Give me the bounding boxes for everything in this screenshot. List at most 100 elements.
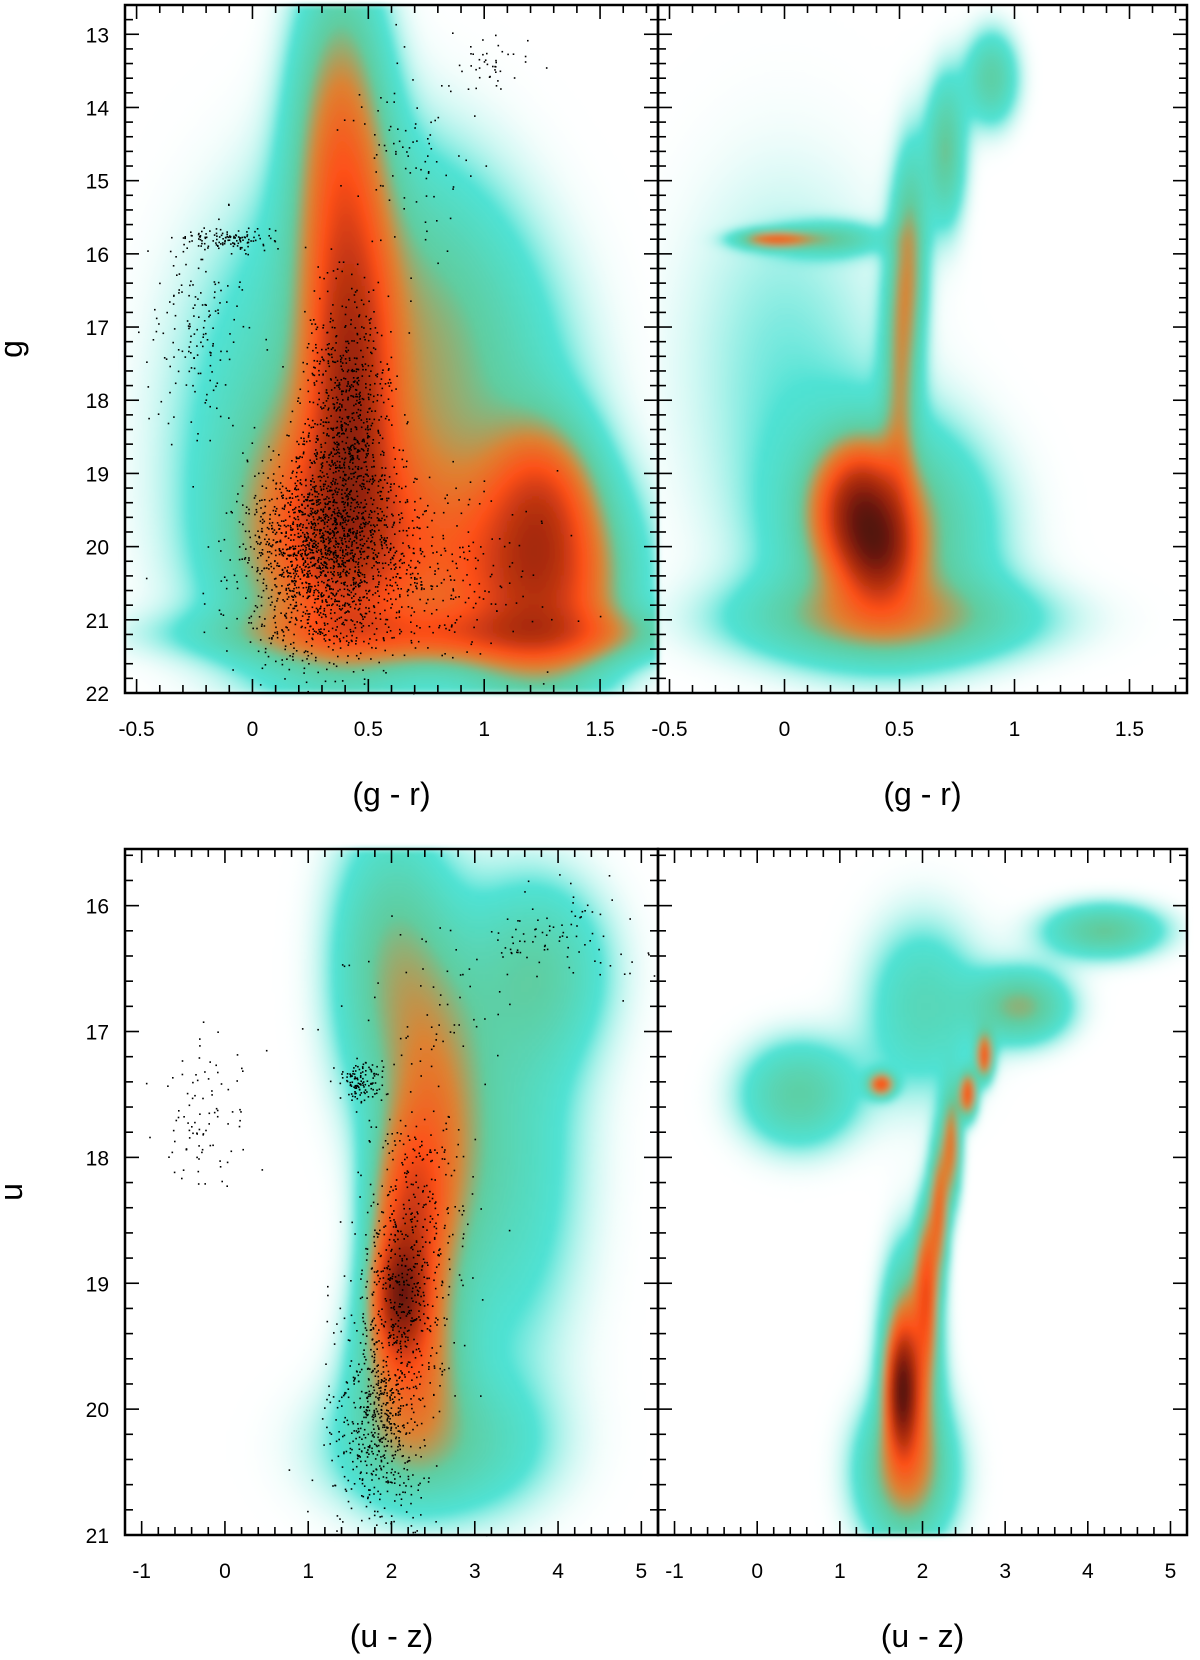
star-point — [349, 1447, 352, 1450]
star-point — [379, 1438, 382, 1441]
star-point — [403, 1254, 406, 1257]
star-point — [395, 1427, 397, 1429]
star-point — [239, 1119, 241, 1122]
star-point — [323, 277, 325, 280]
star-point — [452, 460, 454, 463]
star-point — [353, 340, 355, 342]
star-point — [402, 1143, 405, 1146]
star-point — [347, 520, 349, 522]
star-point — [392, 1343, 394, 1346]
star-point — [347, 417, 349, 420]
star-point — [303, 651, 306, 654]
star-point — [373, 1368, 376, 1370]
star-point — [350, 428, 352, 430]
star-point — [339, 549, 342, 552]
star-point — [314, 540, 317, 543]
star-point — [217, 245, 219, 247]
star-point — [370, 1087, 373, 1090]
star-point — [329, 501, 332, 503]
star-point — [426, 1154, 429, 1156]
star-point — [362, 517, 365, 519]
star-point — [356, 455, 359, 457]
star-point — [355, 581, 357, 584]
star-point — [376, 586, 379, 588]
star-point — [429, 1221, 431, 1223]
star-point — [427, 1264, 429, 1266]
star-point — [327, 646, 330, 648]
star-point — [306, 544, 308, 546]
star-point — [326, 584, 328, 587]
star-point — [359, 414, 361, 416]
star-point — [413, 1216, 416, 1218]
star-point — [368, 291, 370, 293]
star-point — [335, 427, 338, 429]
star-point — [402, 449, 404, 452]
star-point — [334, 483, 336, 485]
star-point — [454, 1206, 456, 1208]
star-point — [262, 589, 265, 592]
star-point — [285, 589, 287, 591]
star-point — [294, 545, 297, 548]
star-point — [249, 546, 252, 548]
star-point — [281, 532, 283, 534]
star-point — [366, 437, 369, 439]
star-point — [389, 125, 392, 128]
star-point — [399, 1037, 402, 1040]
star-point — [332, 480, 334, 482]
star-point — [433, 1238, 436, 1240]
star-point — [352, 412, 355, 414]
star-point — [332, 360, 334, 363]
star-point — [329, 528, 331, 531]
star-point — [374, 1432, 376, 1434]
star-point — [362, 545, 364, 547]
star-point — [452, 590, 455, 592]
star-point — [290, 546, 292, 549]
star-point — [356, 368, 359, 371]
star-point — [327, 397, 329, 400]
star-point — [212, 345, 214, 347]
star-point — [378, 1329, 380, 1331]
star-point — [380, 475, 383, 477]
star-point — [308, 585, 310, 588]
star-point — [366, 557, 369, 559]
star-point — [322, 567, 324, 569]
star-point — [450, 594, 453, 597]
star-point — [253, 236, 255, 239]
star-point — [316, 451, 318, 454]
star-point — [336, 626, 338, 628]
star-point — [416, 516, 419, 518]
star-point — [294, 584, 296, 586]
star-point — [330, 348, 333, 351]
star-point — [427, 598, 429, 601]
star-point — [167, 1085, 169, 1087]
star-point — [324, 552, 327, 554]
star-point — [386, 1426, 388, 1428]
star-point — [446, 569, 449, 572]
star-point — [397, 587, 399, 590]
star-point — [373, 418, 376, 421]
star-point — [325, 498, 327, 500]
star-point — [401, 1289, 404, 1291]
star-point — [253, 610, 256, 613]
star-point — [322, 613, 325, 615]
star-point — [401, 1361, 403, 1364]
star-point — [331, 573, 334, 575]
star-point — [436, 1152, 438, 1154]
star-point — [333, 1067, 335, 1069]
star-point — [447, 1212, 449, 1215]
star-point — [344, 451, 347, 454]
star-point — [220, 550, 222, 552]
star-point — [352, 1376, 355, 1379]
star-point — [384, 623, 387, 625]
star-point — [272, 617, 275, 619]
star-point — [372, 1077, 374, 1079]
star-point — [331, 461, 333, 463]
star-point — [305, 527, 307, 529]
star-point — [395, 1179, 398, 1181]
star-point — [341, 542, 343, 544]
star-point — [386, 499, 388, 502]
star-point — [315, 656, 317, 659]
star-point — [432, 552, 434, 554]
star-point — [326, 331, 328, 334]
star-point — [344, 457, 347, 459]
